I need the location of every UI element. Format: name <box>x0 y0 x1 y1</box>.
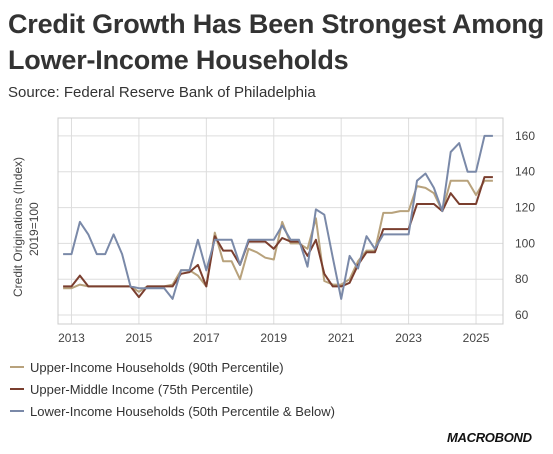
x-tick-label: 2017 <box>193 331 220 345</box>
chart-subtitle: Source: Federal Reserve Bank of Philadel… <box>8 84 316 101</box>
chart-title: Credit Growth Has Been Strongest Among L… <box>8 9 544 75</box>
macrobond-logo: MACROBOND <box>447 430 532 445</box>
legend-swatch <box>10 366 24 368</box>
legend-label: Lower-Income Households (50th Percentile… <box>30 403 335 419</box>
y-tick-label: 80 <box>515 272 529 286</box>
x-tick-label: 2019 <box>260 331 287 345</box>
y-tick-label: 160 <box>515 129 535 143</box>
x-axis-ticks: 2013 2015 2017 2019 2021 2023 2025 <box>58 331 490 345</box>
x-tick-label: 2021 <box>328 331 355 345</box>
x-tick-label: 2023 <box>395 331 422 345</box>
grid <box>58 118 503 324</box>
y-axis-label-base: 2019=100 <box>27 202 41 256</box>
y-axis-label: Credit Originations (Index) <box>11 157 25 297</box>
legend-swatch <box>10 388 24 390</box>
x-tick-label: 2025 <box>463 331 490 345</box>
series-line-3 <box>63 134 493 300</box>
legend-item: Upper-Middle Income (75th Percentile) <box>10 378 335 400</box>
y-axis-ticks: 60 80 100 120 140 160 <box>515 129 535 322</box>
y-tick-label: 140 <box>515 165 535 179</box>
legend-label: Upper-Income Households (90th Percentile… <box>30 359 284 375</box>
y-tick-label: 120 <box>515 201 535 215</box>
series-lines <box>63 134 493 300</box>
legend-item: Upper-Income Households (90th Percentile… <box>10 356 335 378</box>
series-line-2 <box>63 176 493 299</box>
plot-frame <box>57 117 504 325</box>
legend-swatch <box>10 410 24 412</box>
series-line-1 <box>63 179 493 293</box>
legend-label: Upper-Middle Income (75th Percentile) <box>30 381 254 397</box>
logo-text: MACROBOND <box>447 430 532 445</box>
x-tick-label: 2015 <box>126 331 153 345</box>
legend: Upper-Income Households (90th Percentile… <box>10 356 335 422</box>
legend-item: Lower-Income Households (50th Percentile… <box>10 400 335 422</box>
y-tick-label: 60 <box>515 308 529 322</box>
y-tick-label: 100 <box>515 236 535 250</box>
x-tick-label: 2013 <box>58 331 85 345</box>
